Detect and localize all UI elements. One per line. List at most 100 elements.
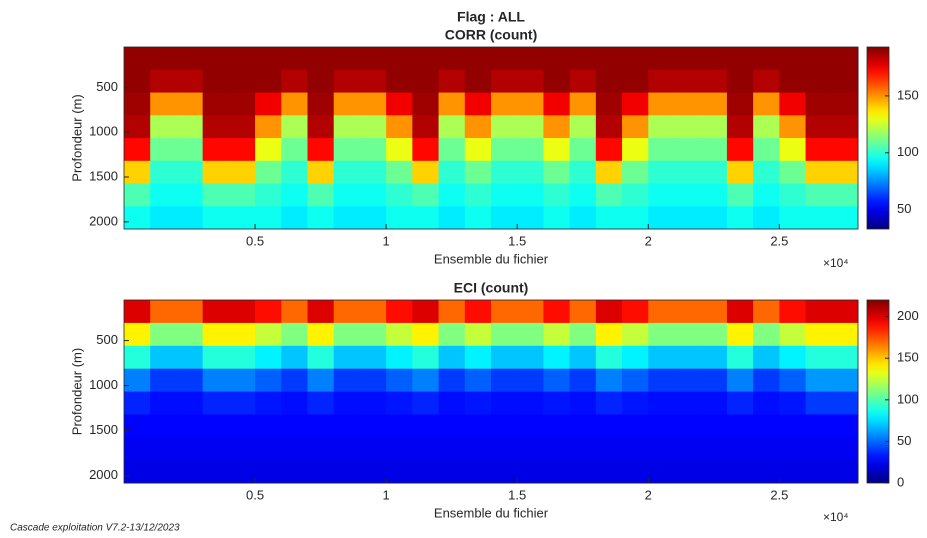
heatmap-cell (464, 437, 492, 461)
heatmap-cell (517, 391, 544, 415)
heatmap-cell (176, 414, 204, 438)
plot-frame (123, 46, 859, 230)
heatmap-cell (491, 115, 518, 139)
heatmap-cell (176, 160, 204, 185)
heatmap-cell (228, 414, 256, 438)
heatmap-cell (648, 115, 675, 139)
heatmap-cell (622, 322, 649, 347)
heatmap-cell (648, 300, 675, 324)
heatmap-cell (333, 414, 361, 438)
heatmap-cell (124, 345, 151, 370)
heatmap-cell (359, 368, 387, 393)
heatmap-cell (674, 460, 702, 484)
heatmap-cell (622, 437, 649, 461)
heatmap-cell (648, 437, 675, 461)
heatmap-cell (595, 300, 623, 324)
heatmap-cell (359, 138, 387, 162)
heatmap-cell (700, 322, 728, 347)
heatmap-cell (700, 47, 728, 71)
heatmap-cell (569, 300, 597, 324)
heatmap-cell (438, 368, 466, 393)
heatmap-cell (595, 183, 623, 207)
heatmap-cell (228, 322, 256, 347)
heatmap-cell (438, 92, 466, 116)
heatmap-cell (831, 138, 859, 162)
heatmap-cell (359, 414, 387, 438)
heatmap-cell (674, 368, 702, 393)
heatmap-cell (202, 47, 230, 71)
heatmap-cell (464, 460, 492, 484)
heatmap-cell (412, 391, 440, 415)
heatmap-cell (726, 47, 754, 71)
heatmap-cell (805, 160, 833, 185)
heatmap-cell (753, 47, 780, 71)
heatmap-cell (491, 391, 518, 415)
heatmap-cell (753, 69, 780, 94)
heatmap-cell (831, 345, 859, 370)
heatmap-cell (228, 300, 256, 324)
heatmap-cell (726, 138, 754, 162)
heatmap-cell (595, 391, 623, 415)
heatmap-cell (281, 300, 308, 324)
heatmap-cell (595, 322, 623, 347)
heatmap-cell (543, 115, 571, 139)
heatmap-cell (726, 345, 754, 370)
heatmap-cell (202, 206, 230, 230)
heatmap-cell (359, 437, 387, 461)
heatmap-cell (517, 138, 544, 162)
heatmap-cell (831, 183, 859, 207)
heatmap-cell (150, 368, 177, 393)
heatmap-cell (831, 300, 859, 324)
heatmap-cell (333, 183, 361, 207)
heatmap-cell (700, 368, 728, 393)
heatmap-cell (726, 391, 754, 415)
heatmap-cell (831, 47, 859, 71)
heatmap-cell (150, 69, 177, 94)
heatmap-cell (438, 322, 466, 347)
heatmap-cell (412, 115, 440, 139)
heatmap-cell (595, 460, 623, 484)
heatmap-cell (228, 47, 256, 71)
heatmap-cell (753, 300, 780, 324)
heatmap-cell (491, 160, 518, 185)
heatmap-cell (150, 300, 177, 324)
heatmap-cell (438, 300, 466, 324)
heatmap-cell (700, 69, 728, 94)
heatmap-cell (648, 345, 675, 370)
heatmap-cell (359, 322, 387, 347)
heatmap-cell (464, 391, 492, 415)
heatmap-cell (255, 300, 282, 324)
x-axis-label: Ensemble du fichier (434, 505, 549, 520)
heatmap-cell (491, 183, 518, 207)
heatmap-cell (674, 437, 702, 461)
heatmap-cell (648, 414, 675, 438)
heatmap-cell (779, 391, 807, 415)
heatmap-cell (648, 460, 675, 484)
heatmap-cell (491, 206, 518, 230)
heatmap-cell (543, 138, 571, 162)
footer: Cascade exploitation V7.2-13/12/2023 (10, 523, 180, 534)
heatmap-cell (491, 47, 518, 71)
heatmap-cell (805, 92, 833, 116)
heatmap-cell (805, 206, 833, 230)
heatmap-cell (359, 460, 387, 484)
heatmap-cell (726, 437, 754, 461)
heatmap-cell (700, 437, 728, 461)
heatmap-cell (228, 92, 256, 116)
heatmap-cell (779, 460, 807, 484)
colorbar-tick-label: 200 (897, 308, 919, 323)
heatmap-cell (569, 138, 597, 162)
heatmap-cell (228, 160, 256, 185)
heatmap-cell (281, 437, 308, 461)
heatmap-cell (543, 183, 571, 207)
heatmap-cell (595, 345, 623, 370)
heatmap-cell (333, 160, 361, 185)
heatmap-cell (779, 437, 807, 461)
heatmap-cell (648, 206, 675, 230)
heatmap-cell (779, 322, 807, 347)
heatmap-cell (386, 322, 413, 347)
heatmap-cell (412, 47, 440, 71)
heatmap-cell (176, 183, 204, 207)
heatmap-cell (831, 115, 859, 139)
heatmap-cell (700, 160, 728, 185)
